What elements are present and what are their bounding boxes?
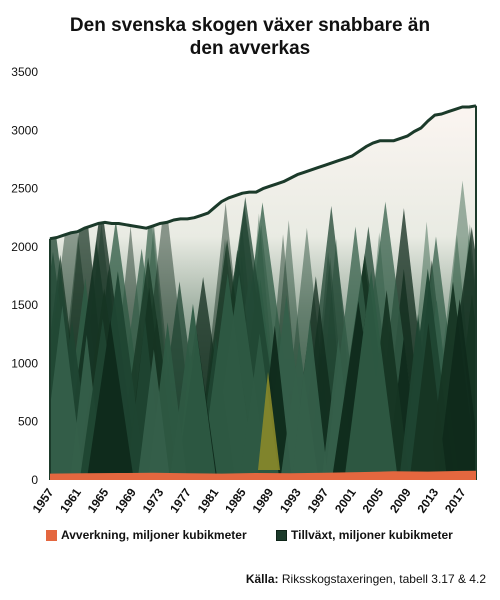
x-tick-label: 2013 — [414, 485, 441, 515]
tree-silhouette — [409, 322, 448, 481]
y-tick-label: 500 — [18, 415, 38, 429]
x-tick-label: 1969 — [112, 485, 139, 515]
x-tick-label: 1957 — [30, 485, 57, 515]
y-tick-label: 0 — [31, 473, 38, 487]
x-tick-label: 1973 — [140, 485, 167, 515]
legend-harvest-swatch — [46, 529, 57, 541]
growth-line — [49, 104, 477, 241]
x-tick-label: 1985 — [222, 485, 249, 515]
title-line-2: den avverkas — [189, 38, 311, 59]
source-note: Källa: Riksskogstaxeringen, tabell 3.17 … — [246, 572, 486, 586]
source-text: Riksskogstaxeringen, tabell 3.17 & 4.2 — [281, 572, 486, 586]
legend-growth: Tillväxt, miljoner kubikmeter — [276, 528, 453, 542]
chart-title: Den svenska skogen växer snabbare än den… — [0, 14, 500, 60]
tree-silhouette — [343, 270, 399, 481]
x-tick-label: 1965 — [85, 485, 112, 515]
x-tick-label: 1989 — [250, 485, 277, 515]
y-tick-label: 3000 — [11, 123, 38, 137]
tree-silhouette — [137, 349, 171, 481]
x-tick-label: 2005 — [359, 485, 386, 515]
legend-growth-swatch — [276, 529, 287, 541]
y-tick-label: 3500 — [11, 65, 38, 79]
tree-silhouette — [199, 273, 256, 481]
tree-silhouette — [169, 303, 217, 481]
x-tick-label: 1993 — [277, 485, 304, 515]
legend-growth-label: Tillväxt, miljoner kubikmeter — [291, 528, 453, 542]
x-tick-label: 1997 — [305, 485, 332, 515]
x-tick-label: 2017 — [442, 485, 469, 515]
tree-silhouette — [86, 320, 135, 481]
source-label: Källa: — [245, 572, 279, 586]
y-tick-label: 2000 — [11, 240, 38, 254]
x-tick-label: 1981 — [195, 485, 222, 515]
tree-silhouette — [50, 305, 84, 481]
harvest-area — [50, 470, 476, 480]
x-tick-label: 2009 — [387, 485, 414, 515]
tree-silhouette — [436, 299, 476, 481]
y-tick-label: 1500 — [11, 298, 38, 312]
x-tick-label: 1977 — [167, 485, 194, 515]
x-tick-label: 1961 — [57, 485, 84, 515]
y-tick-label: 1000 — [11, 356, 38, 370]
y-tick-label: 2500 — [11, 182, 38, 196]
tree-silhouette — [291, 319, 329, 481]
x-tick-label: 2001 — [332, 485, 359, 515]
legend-harvest: Avverkning, miljoner kubikmeter — [46, 528, 247, 542]
title-line-1: Den svenska skogen växer snabbare än — [69, 15, 431, 36]
legend-harvest-label: Avverkning, miljoner kubikmeter — [61, 528, 247, 542]
autumn-tree — [258, 372, 280, 470]
